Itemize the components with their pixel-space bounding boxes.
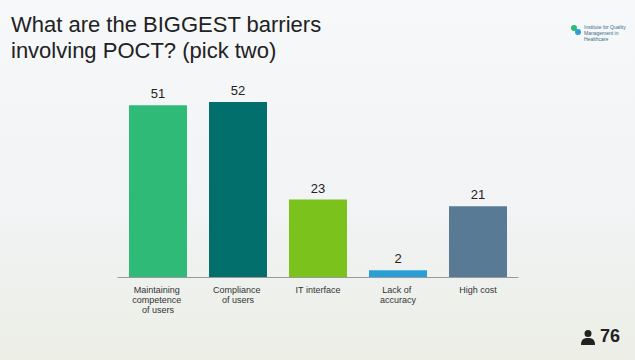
html-text:Institute for Quality Manageme: Institute for Quality Management in Heal…	[584, 24, 626, 42]
svg-text:Lack of: Lack of	[382, 285, 414, 295]
svg-text:IT interface: IT interface	[296, 285, 341, 295]
svg-text:Maintaining: Maintaining	[134, 285, 183, 295]
svg-text:21: 21	[471, 187, 485, 202]
svg-text:of users: of users	[222, 295, 255, 305]
svg-text:of users: of users	[142, 305, 175, 315]
svg-text:Compliance: Compliance	[213, 285, 263, 295]
svg-text:accuracy: accuracy	[380, 295, 417, 305]
svg-text:51: 51	[151, 86, 165, 101]
svg-text:involving POCT? (pick two): involving POCT? (pick two)	[11, 38, 276, 63]
svg-text:High cost: High cost	[459, 285, 497, 295]
svg-text:competence: competence	[132, 295, 184, 305]
svg-text:52: 52	[231, 83, 245, 98]
html-text:76: 76	[600, 326, 620, 346]
svg-text:23: 23	[311, 181, 325, 196]
svg-text:What are the BIGGEST barriers: What are the BIGGEST barriers	[11, 12, 327, 37]
svg-text:2: 2	[394, 251, 401, 266]
